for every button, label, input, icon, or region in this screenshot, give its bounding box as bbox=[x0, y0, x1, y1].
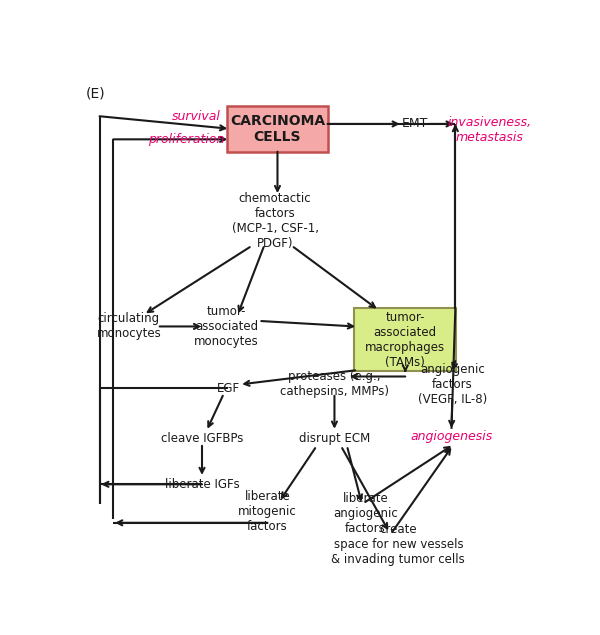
Text: tumor-
associated
monocytes: tumor- associated monocytes bbox=[194, 305, 259, 348]
FancyArrowPatch shape bbox=[347, 448, 362, 500]
FancyArrowPatch shape bbox=[208, 396, 223, 427]
FancyArrowPatch shape bbox=[429, 121, 451, 126]
FancyArrowPatch shape bbox=[148, 247, 250, 312]
Text: create
space for new vessels
& invading tumor cells: create space for new vessels & invading … bbox=[331, 523, 465, 566]
FancyArrowPatch shape bbox=[160, 324, 199, 329]
Text: (E): (E) bbox=[86, 87, 106, 101]
FancyArrowPatch shape bbox=[365, 447, 449, 502]
Text: proliferation: proliferation bbox=[148, 133, 225, 146]
Text: liberate IGFs: liberate IGFs bbox=[164, 478, 239, 491]
FancyArrowPatch shape bbox=[332, 396, 337, 427]
Text: angiogenesis: angiogenesis bbox=[410, 430, 493, 443]
FancyArrowPatch shape bbox=[328, 121, 398, 126]
FancyArrowPatch shape bbox=[200, 446, 205, 472]
FancyArrowPatch shape bbox=[449, 399, 454, 425]
Text: survival: survival bbox=[172, 110, 220, 123]
Text: disrupt ECM: disrupt ECM bbox=[299, 432, 370, 444]
Text: liberate
angiogenic
factors: liberate angiogenic factors bbox=[333, 492, 398, 535]
Text: CARCINOMA
CELLS: CARCINOMA CELLS bbox=[230, 114, 325, 144]
FancyBboxPatch shape bbox=[227, 106, 328, 152]
Text: EMT: EMT bbox=[402, 117, 428, 130]
FancyArrowPatch shape bbox=[352, 374, 405, 379]
Text: EGF: EGF bbox=[217, 382, 240, 394]
FancyArrowPatch shape bbox=[100, 116, 225, 130]
Text: proteases (e.g.,
cathepsins, MMPs): proteases (e.g., cathepsins, MMPs) bbox=[280, 370, 389, 398]
FancyArrowPatch shape bbox=[113, 137, 225, 142]
FancyArrowPatch shape bbox=[275, 152, 280, 191]
Text: cleave IGFBPs: cleave IGFBPs bbox=[161, 432, 243, 444]
Text: circulating
monocytes: circulating monocytes bbox=[97, 312, 161, 340]
FancyArrowPatch shape bbox=[453, 126, 458, 131]
Text: liberate
mitogenic
factors: liberate mitogenic factors bbox=[238, 490, 297, 533]
Text: chemotactic
factors
(MCP-1, CSF-1,
PDGF): chemotactic factors (MCP-1, CSF-1, PDGF) bbox=[232, 192, 319, 250]
FancyArrowPatch shape bbox=[392, 449, 450, 532]
FancyArrowPatch shape bbox=[103, 482, 202, 487]
Text: tumor-
associated
macrophages
(TAMs): tumor- associated macrophages (TAMs) bbox=[365, 311, 445, 368]
FancyArrowPatch shape bbox=[342, 448, 387, 528]
FancyArrowPatch shape bbox=[118, 520, 268, 525]
FancyBboxPatch shape bbox=[355, 308, 456, 371]
FancyArrowPatch shape bbox=[293, 247, 375, 307]
FancyArrowPatch shape bbox=[452, 361, 457, 368]
FancyArrowPatch shape bbox=[403, 365, 408, 371]
Text: angiogenic
factors
(VEGF, IL-8): angiogenic factors (VEGF, IL-8) bbox=[418, 363, 487, 406]
FancyArrowPatch shape bbox=[238, 247, 263, 311]
FancyArrowPatch shape bbox=[282, 448, 315, 498]
Text: invasiveness,
metastasis: invasiveness, metastasis bbox=[448, 116, 532, 144]
FancyArrowPatch shape bbox=[244, 370, 355, 386]
FancyArrowPatch shape bbox=[262, 321, 353, 328]
